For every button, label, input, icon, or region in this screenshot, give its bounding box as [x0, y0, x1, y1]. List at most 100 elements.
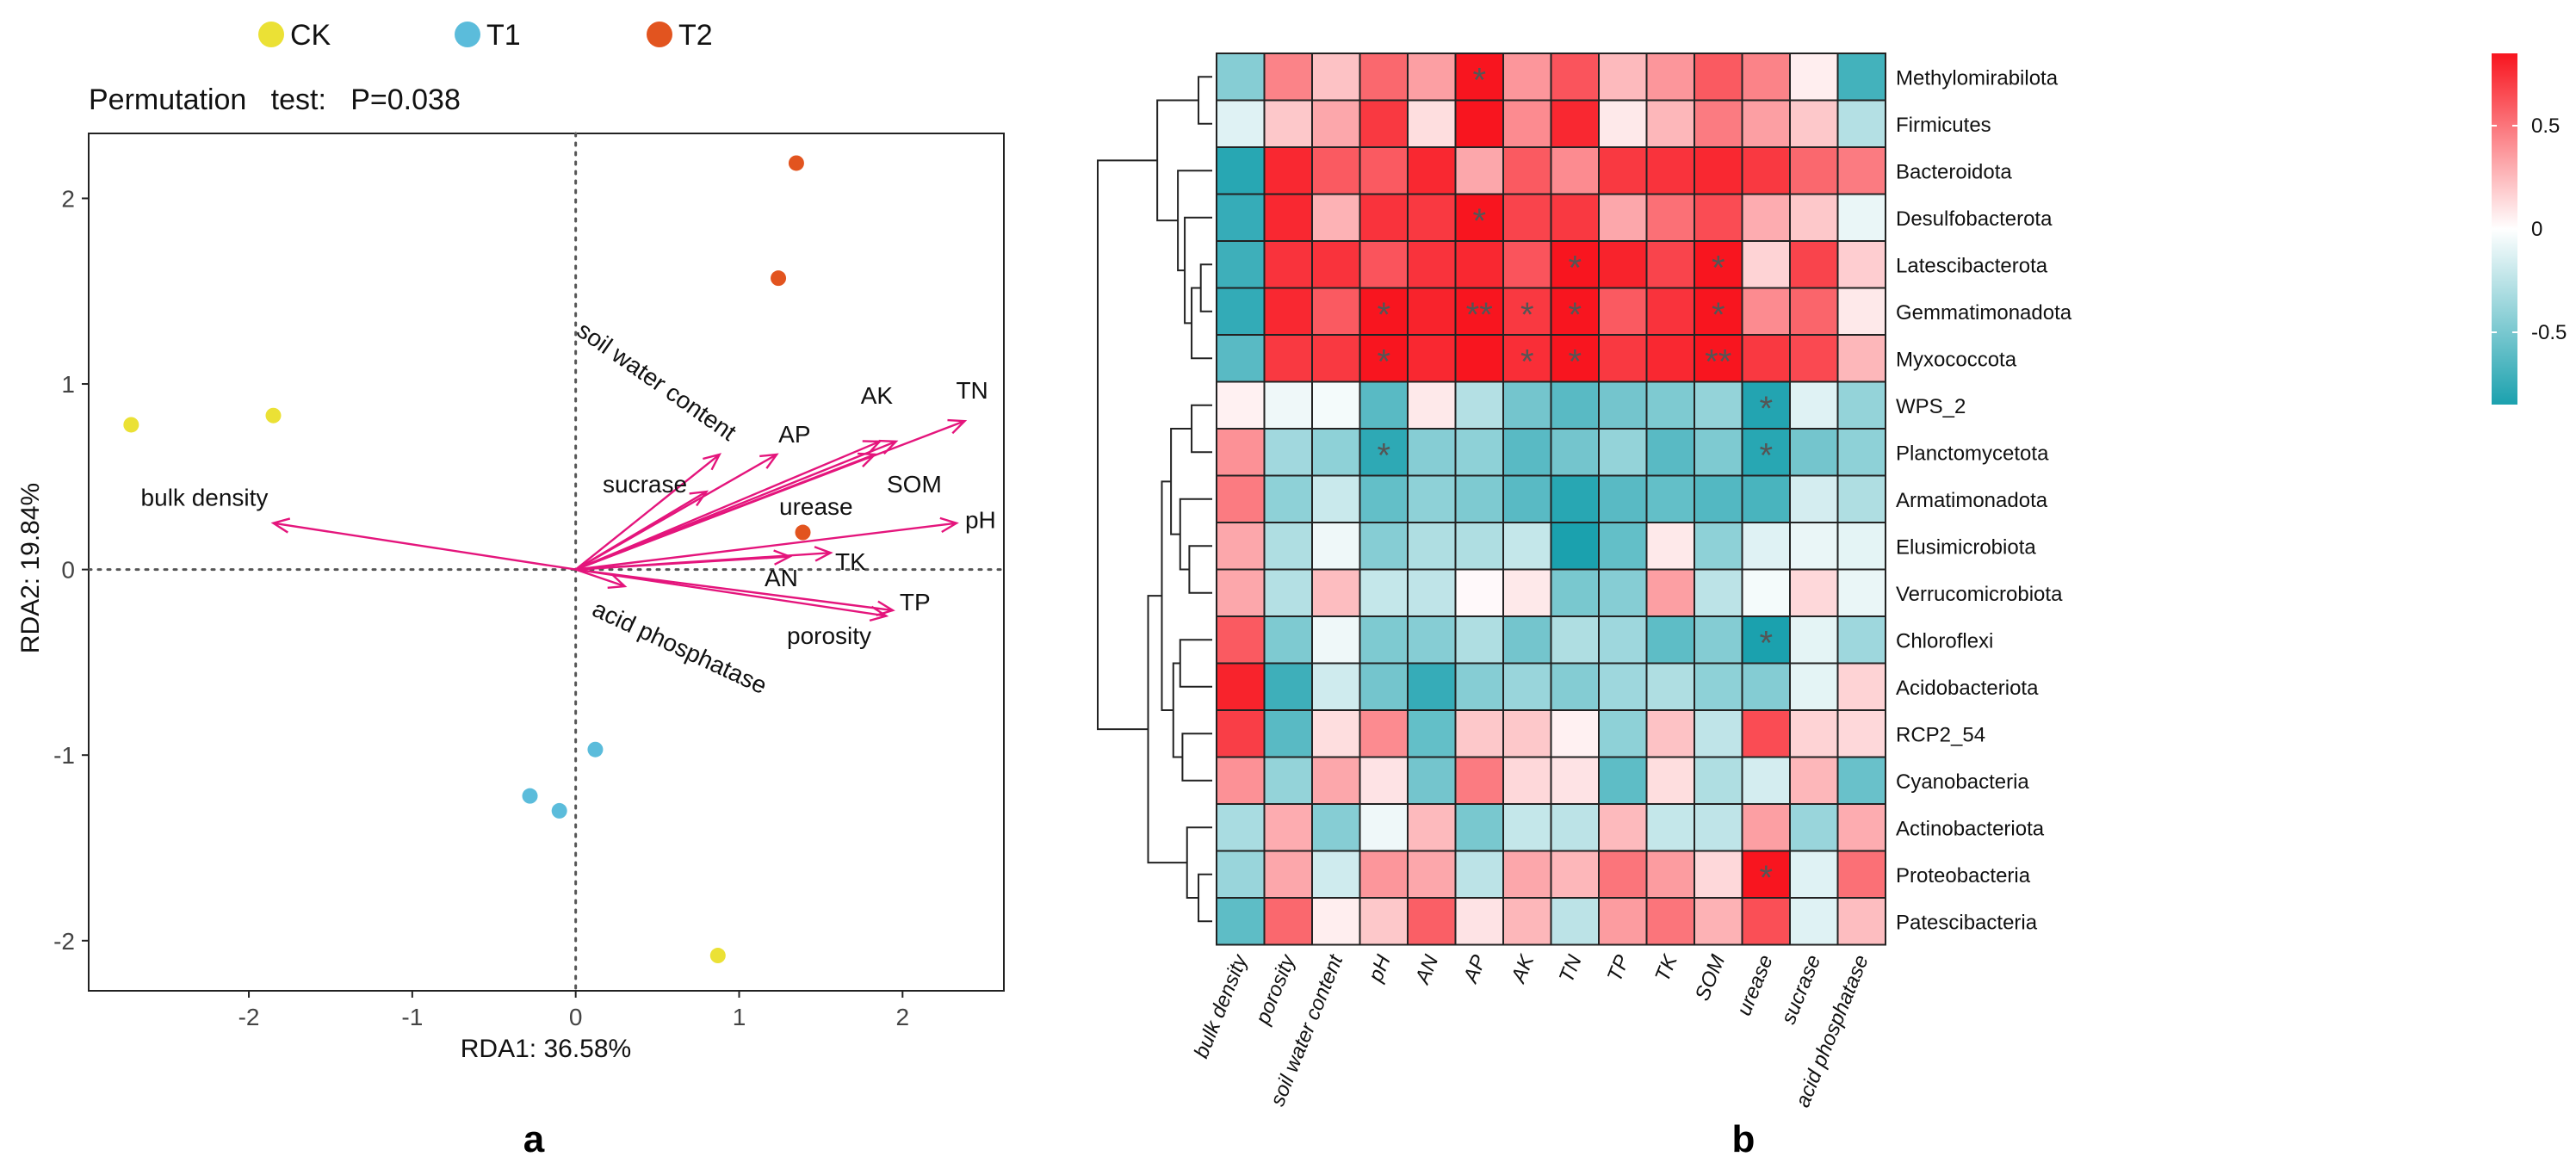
row-label-desulfobacterota: Desulfobacterota: [1896, 207, 2053, 231]
heatmap-cell: [1407, 240, 1457, 289]
vector-ph: pH: [575, 507, 996, 571]
heatmap-cell: [1454, 709, 1504, 758]
heatmap-cell: [1454, 146, 1504, 195]
rda-permutation-test-subtitle: Permutation test: P=0.038: [89, 83, 461, 116]
vector-arrow-shaft: [575, 568, 626, 588]
heatmap-cell: [1789, 193, 1839, 242]
vector-label-porosity: porosity: [787, 622, 871, 649]
heatmap-cell: [1598, 146, 1648, 195]
heatmap-cell: [1836, 662, 1886, 711]
heatmap-cell: [1550, 334, 1600, 383]
heatmap-cell: [1694, 803, 1743, 852]
heatmap-cell: [1694, 474, 1743, 523]
row-label-proteobacteria: Proteobacteria: [1896, 864, 2031, 887]
heatmap-cell: [1550, 193, 1600, 242]
row-label-gemmatimonadota: Gemmatimonadota: [1896, 301, 2072, 325]
row-label-firmicutes: Firmicutes: [1896, 114, 1991, 137]
heatmap-cell: [1741, 380, 1791, 430]
heatmap-cell: [1836, 334, 1886, 383]
heatmap-cell: [1263, 522, 1313, 571]
heatmap-row-dendrogram: [1097, 76, 1212, 923]
heatmap-cell: [1645, 240, 1695, 289]
heatmap-cell: [1216, 193, 1266, 242]
heatmap-cell: [1502, 53, 1552, 102]
heatmap-cell: [1263, 53, 1313, 102]
heatmap-cell: [1550, 474, 1600, 523]
heatmap-cell: [1359, 99, 1409, 148]
heatmap-cell: [1359, 709, 1409, 758]
row-label-cyanobacteria: Cyanobacteria: [1896, 770, 2029, 794]
heatmap-cell: [1789, 240, 1839, 289]
heatmap-cell: [1502, 709, 1552, 758]
heatmap-cell: [1550, 850, 1600, 899]
heatmap-cell: [1216, 568, 1266, 617]
heatmap-cell: [1502, 474, 1552, 523]
significance-mark: *: [1472, 202, 1486, 240]
heatmap-cell: [1789, 522, 1839, 571]
heatmap-cell: [1407, 850, 1457, 899]
vector-label-som: SOM: [887, 471, 942, 498]
heatmap-cell: [1741, 803, 1791, 852]
heatmap-cell: [1311, 334, 1361, 383]
vector-tp: TP: [575, 568, 931, 616]
heatmap-cell: [1550, 240, 1600, 289]
heatmap-cell: [1311, 53, 1361, 102]
heatmap-cell: [1311, 287, 1361, 336]
heatmap-cell: [1502, 428, 1552, 477]
heatmap-cell: [1598, 334, 1648, 383]
heatmap-cell: [1216, 897, 1266, 946]
rda-zero-reference-lines: [87, 132, 1006, 993]
heatmap-cell: [1550, 615, 1600, 665]
x-tick-label: -2: [238, 1004, 260, 1030]
heatmap-cell: [1502, 522, 1552, 571]
point-t1: [587, 741, 604, 758]
heatmap-cell: [1836, 615, 1886, 665]
heatmap-cell: [1645, 756, 1695, 805]
heatmap-cell: [1645, 615, 1695, 665]
heatmap-cell: [1836, 287, 1886, 336]
heatmap-cell: [1359, 522, 1409, 571]
y-tick-label: 2: [61, 185, 75, 212]
legend-label-t1: T1: [486, 19, 521, 52]
heatmap-cell: [1789, 709, 1839, 758]
legend-swatch-t2: [647, 22, 672, 47]
heatmap-cell: [1550, 428, 1600, 477]
heatmap-cell: [1789, 380, 1839, 430]
heatmap-cell: [1454, 850, 1504, 899]
heatmap-cell: [1454, 756, 1504, 805]
heatmap-cell: [1598, 380, 1648, 430]
heatmap-cell: [1694, 99, 1743, 148]
heatmap-cells: [1216, 53, 1886, 946]
heatmap-cell: [1836, 53, 1886, 102]
heatmap-cell: [1263, 568, 1313, 617]
heatmap-cell: [1454, 568, 1504, 617]
heatmap-cell: [1407, 146, 1457, 195]
row-label-elusimicrobiota: Elusimicrobiota: [1896, 535, 2036, 559]
row-label-armatimonadota: Armatimonadota: [1896, 489, 2048, 512]
row-label-verrucomicrobiota: Verrucomicrobiota: [1896, 583, 2063, 606]
heatmap-cell: [1598, 99, 1648, 148]
row-label-actinobacteriota: Actinobacteriota: [1896, 817, 2045, 840]
heatmap-cell: [1741, 474, 1791, 523]
heatmap-cell: [1789, 615, 1839, 665]
heatmap-cell: [1216, 662, 1266, 711]
heatmap-cell: [1263, 193, 1313, 242]
heatmap-cell: [1550, 803, 1600, 852]
vector-arrow-shaft: [575, 568, 894, 612]
heatmap-cell: [1789, 803, 1839, 852]
heatmap-cell: [1311, 474, 1361, 523]
heatmap-cell: [1598, 756, 1648, 805]
vector-arrow-head: [703, 453, 722, 471]
heatmap-cell: [1502, 662, 1552, 711]
y-tick-label: 1: [61, 371, 75, 398]
vector-arrow-head: [939, 516, 959, 534]
heatmap-cell: [1550, 99, 1600, 148]
heatmap-cell: [1741, 897, 1791, 946]
heatmap-cell: [1550, 897, 1600, 946]
heatmap-cell: [1694, 615, 1743, 665]
heatmap-cell: [1311, 99, 1361, 148]
heatmap-cell: [1550, 380, 1600, 430]
heatmap-cell: [1694, 380, 1743, 430]
heatmap-cell: [1263, 803, 1313, 852]
heatmap-cell: [1407, 709, 1457, 758]
